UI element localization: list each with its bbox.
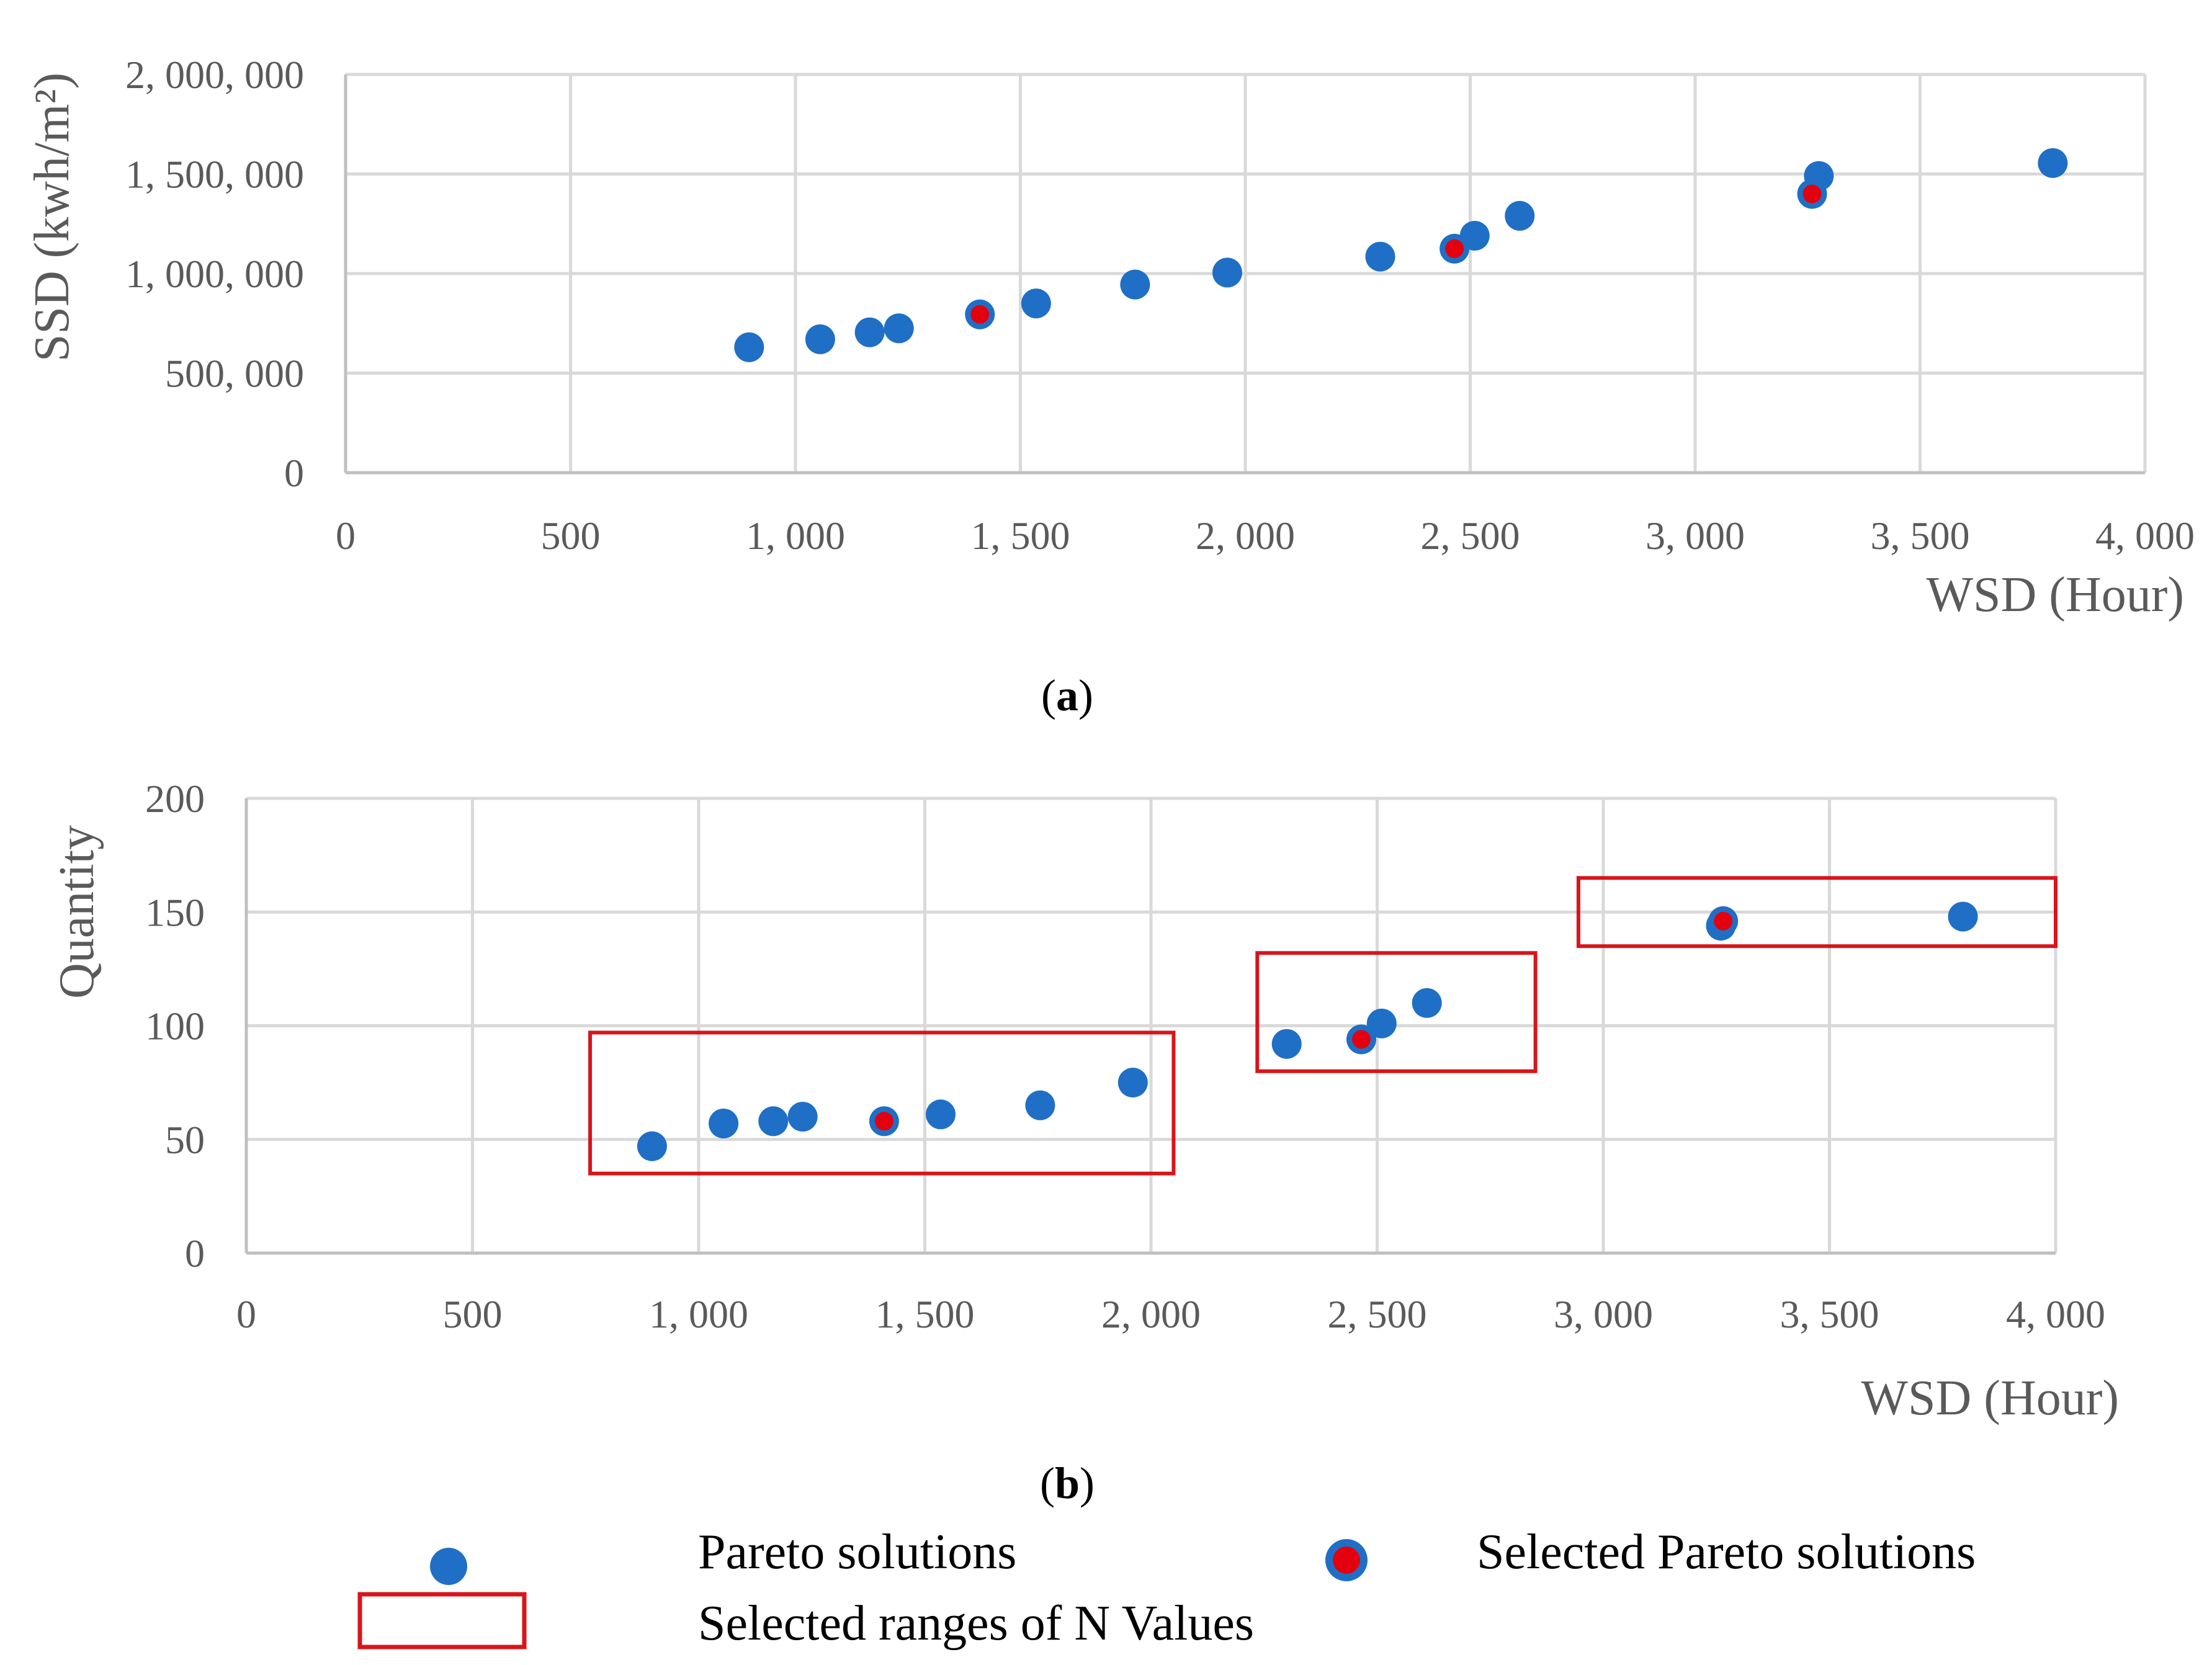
chart-a-pareto-point [854, 317, 885, 347]
chart-a-pareto-point [1021, 288, 1051, 319]
chart-a-pareto-point [1120, 269, 1150, 300]
chart-b-selected-point [1351, 1030, 1371, 1049]
chart-b-x-tick-label: 4, 000 [2006, 1292, 2105, 1336]
chart-b-caption: (b) [1040, 1458, 1095, 1508]
chart-b-pareto-point [1025, 1090, 1055, 1120]
legend-pareto-marker [430, 1548, 467, 1585]
chart-b-y-tick-label: 100 [145, 1004, 205, 1048]
chart-b-pareto-point [637, 1131, 667, 1161]
chart-b-selected-point [874, 1112, 893, 1131]
chart-a-ticks: 0 500 1, 000 1, 500 2, 000 2, 500 3, 000 3, 500… [125, 53, 2195, 558]
chart-panel-b: 0 500 1, 000 1, 500 2, 000 2, 500 3, 000 3, 500… [50, 777, 2119, 1508]
chart-b-pareto-point [926, 1099, 956, 1130]
chart-b-pareto-point [1366, 1008, 1397, 1038]
chart-panel-a: 0 500 1, 000 1, 500 2, 000 2, 500 3, 000 3, 500… [25, 53, 2195, 720]
chart-a-x-tick-label: 1, 000 [746, 514, 845, 558]
chart-a-x-tick-label: 0 [336, 514, 356, 558]
legend-range-box [357, 1592, 527, 1649]
chart-b-x-tick-label: 1, 500 [875, 1292, 975, 1336]
chart-b-x-tick-label: 500 [443, 1292, 503, 1336]
legend-selected-marker-inner [1333, 1547, 1360, 1574]
chart-b-ticks: 0 500 1, 000 1, 500 2, 000 2, 500 3, 000 3, 500… [145, 777, 2105, 1336]
chart-b-y-tick-label: 50 [165, 1118, 205, 1162]
legend-range-label: Selected ranges of N Values [698, 1596, 1254, 1651]
chart-a-x-tick-label: 3, 500 [1871, 514, 1970, 558]
chart-b-y-tick-label: 0 [185, 1231, 205, 1275]
chart-b-x-tick-label: 2, 000 [1101, 1292, 1201, 1336]
chart-b-range-box [1255, 951, 1538, 1073]
legend: Pareto solutions Selected Pareto solutio… [357, 1525, 1976, 1651]
chart-b-pareto-point [787, 1102, 818, 1132]
chart-a-pareto-point [734, 332, 764, 362]
chart-b-pareto-point [1948, 901, 1978, 932]
chart-a-pareto-point [805, 324, 835, 354]
chart-a-y-axis-title: SSD (kwh/m²) [25, 73, 79, 362]
chart-a-pareto-point [1804, 161, 1834, 191]
chart-b-points [637, 901, 1978, 1161]
chart-b-x-tick-label: 3, 500 [1780, 1292, 1879, 1336]
chart-a-y-tick-label: 1, 000, 000 [125, 252, 304, 296]
chart-a-y-tick-label: 500, 000 [165, 352, 304, 396]
chart-a-x-tick-label: 1, 500 [971, 514, 1070, 558]
chart-a-pareto-point [1459, 221, 1490, 251]
chart-b-pareto-point [1117, 1068, 1148, 1098]
chart-a-pareto-point [2038, 148, 2068, 178]
chart-a-y-tick-label: 0 [284, 451, 304, 495]
chart-b-pareto-point [709, 1109, 739, 1139]
chart-a-grid [344, 73, 2147, 475]
chart-a-caption: (a) [1041, 671, 1093, 720]
chart-a-x-tick-label: 3, 000 [1646, 514, 1745, 558]
chart-a-selected-point [970, 305, 990, 324]
chart-b-y-axis-title: Quantity [50, 825, 104, 999]
chart-b-pareto-point [1271, 1029, 1302, 1059]
chart-a-y-tick-label: 2, 000, 000 [125, 53, 304, 97]
chart-a-x-tick-label: 2, 000 [1196, 514, 1295, 558]
chart-b-x-tick-label: 2, 500 [1328, 1292, 1427, 1336]
chart-a-pareto-point [884, 313, 914, 344]
legend-selected-label: Selected Pareto solutions [1477, 1525, 1976, 1579]
chart-b-x-tick-label: 3, 000 [1554, 1292, 1653, 1336]
chart-b-selected-point [1714, 911, 1733, 931]
chart-a-pareto-point [1505, 200, 1535, 231]
chart-b-x-tick-label: 1, 000 [649, 1292, 748, 1336]
chart-b-y-tick-label: 200 [145, 777, 205, 821]
chart-b-y-tick-label: 150 [145, 890, 205, 934]
chart-b-pareto-point [758, 1106, 789, 1136]
chart-a-pareto-point [1365, 241, 1395, 272]
chart-a-selected-point [1802, 184, 1822, 203]
legend-pareto-label: Pareto solutions [698, 1525, 1016, 1579]
chart-b-range-boxes [588, 876, 2058, 1176]
chart-a-x-tick-label: 4, 000 [2095, 514, 2195, 558]
chart-a-y-tick-label: 1, 500, 000 [125, 153, 304, 197]
chart-a-x-axis-title: WSD (Hour) [1927, 568, 2184, 622]
chart-b-x-axis-title: WSD (Hour) [1861, 1371, 2119, 1426]
chart-a-x-tick-label: 500 [541, 514, 601, 558]
chart-b-grid [244, 797, 2058, 1255]
chart-a-points [734, 148, 2068, 362]
chart-a-pareto-point [1212, 257, 1242, 288]
chart-b-pareto-point [1412, 988, 1442, 1018]
chart-a-x-tick-label: 2, 500 [1421, 514, 1520, 558]
chart-b-range-box [588, 1030, 1176, 1176]
chart-a-selected-point [1445, 239, 1464, 258]
chart-b-x-tick-label: 0 [236, 1292, 256, 1336]
chart-b-range-box [1576, 876, 2058, 949]
